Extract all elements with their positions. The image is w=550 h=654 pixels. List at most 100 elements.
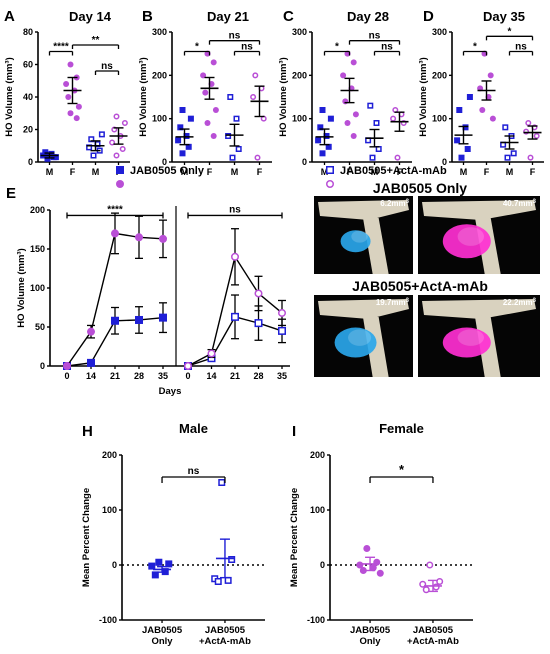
data-point: [487, 72, 494, 79]
data-point: [75, 103, 82, 110]
series-0: [184, 294, 286, 370]
ho-deposit-blue: [340, 230, 371, 253]
data-point: [319, 150, 326, 157]
panel-letter: B: [142, 8, 153, 25]
data-point: [67, 61, 74, 68]
data-point: [422, 586, 430, 594]
x-tick-label: 14: [206, 371, 216, 381]
data-point: [350, 133, 357, 139]
group-3: [109, 113, 128, 159]
data-point: [148, 562, 156, 570]
x-tick-label: 0: [185, 371, 190, 381]
group-0: [356, 545, 384, 577]
ho-deposit-pink: [442, 327, 491, 358]
volume-label: 6.2mm3: [380, 199, 409, 208]
comparison-2-label: ns: [241, 42, 253, 53]
panel-title: Day 21: [207, 9, 249, 24]
comparison-0-label: *: [335, 42, 339, 53]
x-tick-label: 14: [86, 371, 96, 381]
group-0: [175, 107, 194, 157]
data-point: [177, 124, 184, 131]
data-point: [73, 115, 80, 122]
y-tick-label: 60: [23, 60, 33, 70]
y-tick-label: 0: [320, 560, 325, 570]
panel-C: C Day 28 0 100 200 300 HO Volume (mm³) M F M F * nsn…: [278, 8, 412, 177]
data-point: [344, 120, 351, 126]
data-point: [466, 94, 473, 100]
data-point: [183, 133, 190, 139]
group-0: [148, 558, 173, 579]
data-point: [121, 120, 128, 126]
data-point: [231, 312, 239, 321]
ct-image-1: 40.7mm3: [418, 196, 540, 274]
data-point: [327, 115, 334, 122]
y-axis-label: HO Volume (mm³): [16, 248, 27, 328]
volume-exponent: 3: [533, 298, 537, 304]
data-point: [231, 252, 239, 261]
ho-highlight: [457, 329, 484, 346]
subplot-1: 0 14 21 28 35 ns: [184, 204, 287, 381]
panel-letter: E: [6, 185, 16, 202]
panel-letter: C: [283, 8, 294, 25]
x-tick-label: M: [460, 167, 468, 177]
x-tick-label: 0: [64, 371, 69, 381]
data-point: [159, 313, 167, 322]
panel-I: I Female -100 0 100 200 Mean Percent Change JAB…: [289, 421, 473, 647]
comparison-label: ns: [188, 466, 200, 477]
x-tick-label: F: [257, 167, 263, 177]
comparison-2-label: ns: [381, 42, 393, 53]
data-point: [373, 120, 380, 126]
data-point: [510, 150, 517, 157]
y-tick-label: 200: [152, 70, 167, 80]
data-point: [52, 154, 59, 161]
femur-shape: [422, 299, 536, 319]
volume-label: 22.2mm3: [503, 298, 537, 307]
data-point: [187, 115, 194, 122]
x-axis-label: Days: [159, 386, 182, 397]
data-point: [202, 89, 209, 96]
x-tick-label: JAB0505: [413, 625, 454, 636]
x-tick-label: F: [397, 167, 403, 177]
data-point: [426, 561, 434, 569]
group-0: [40, 149, 59, 162]
x-tick-label: +ActA-mAb: [199, 636, 251, 647]
data-point: [363, 545, 371, 552]
group-1: [200, 50, 219, 139]
y-tick-label: 150: [30, 244, 45, 254]
data-point: [113, 113, 120, 120]
panel-title: Day 14: [69, 9, 112, 24]
volume-exponent: 3: [533, 199, 537, 205]
group-1: [477, 50, 496, 122]
ct-image-0: 6.2mm3: [314, 196, 413, 274]
data-point: [502, 124, 509, 131]
y-tick-label: 200: [432, 70, 447, 80]
panel-title: Day 35: [483, 9, 525, 24]
x-tick-label: F: [530, 167, 536, 177]
y-tick-label: 100: [310, 505, 325, 515]
y-tick-label: 0: [162, 157, 167, 167]
y-tick-label: 100: [30, 283, 45, 293]
data-point: [254, 154, 261, 161]
data-point: [278, 308, 286, 317]
x-tick-label: Only: [359, 636, 381, 647]
data-point: [464, 146, 471, 152]
data-point: [228, 556, 236, 563]
data-point: [151, 571, 159, 579]
x-tick-label: 21: [230, 371, 240, 381]
comparison-label: *: [399, 462, 405, 477]
data-point: [63, 81, 70, 87]
comparison-1-label: **: [92, 35, 100, 46]
y-axis-label: HO Volume (mm³): [138, 57, 149, 137]
data-point: [254, 289, 263, 298]
group-2: [365, 102, 384, 161]
volume-exponent: 3: [406, 298, 410, 304]
femur-shape: [318, 200, 409, 220]
data-point: [175, 137, 182, 144]
y-tick-label: 20: [23, 125, 33, 135]
comparison-2-label: ns: [101, 61, 113, 72]
x-tick-label: JAB0505: [142, 625, 183, 636]
y-axis-label: Mean Percent Change: [81, 488, 92, 587]
data-point: [454, 137, 461, 144]
